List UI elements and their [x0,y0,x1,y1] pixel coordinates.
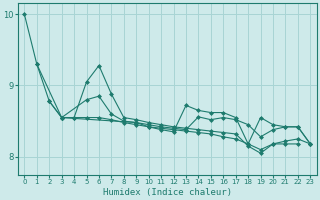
X-axis label: Humidex (Indice chaleur): Humidex (Indice chaleur) [103,188,232,197]
